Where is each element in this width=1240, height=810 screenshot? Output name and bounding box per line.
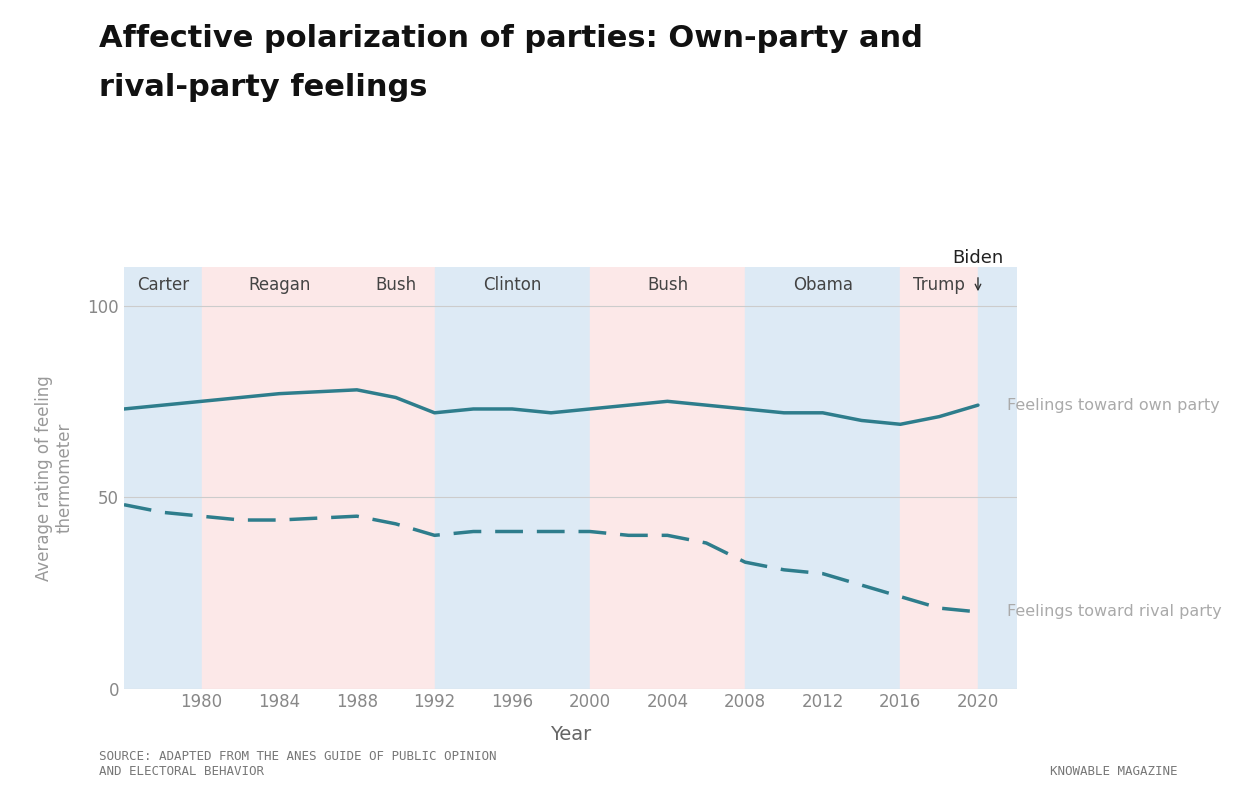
Text: Clinton: Clinton [484, 276, 542, 294]
X-axis label: Year: Year [549, 725, 591, 744]
Y-axis label: Average rating of feeling
thermometer: Average rating of feeling thermometer [35, 375, 73, 581]
Text: Feelings toward own party: Feelings toward own party [1007, 398, 1220, 412]
Bar [745, 267, 900, 688]
Text: rival-party feelings: rival-party feelings [99, 73, 428, 102]
Text: Biden: Biden [952, 249, 1003, 267]
Text: Reagan: Reagan [248, 276, 310, 294]
Bar [434, 267, 590, 688]
Text: KNOWABLE MAGAZINE: KNOWABLE MAGAZINE [1050, 765, 1178, 778]
Bar [124, 267, 202, 688]
Text: Trump: Trump [913, 276, 965, 294]
Text: Affective polarization of parties: Own-party and: Affective polarization of parties: Own-p… [99, 24, 923, 53]
Text: SOURCE: ADAPTED FROM THE ANES GUIDE OF PUBLIC OPINION
AND ELECTORAL BEHAVIOR: SOURCE: ADAPTED FROM THE ANES GUIDE OF P… [99, 749, 497, 778]
Bar [357, 267, 434, 688]
Bar [978, 267, 1017, 688]
Text: Carter: Carter [136, 276, 188, 294]
Bar [590, 267, 745, 688]
Bar [900, 267, 978, 688]
Bar [202, 267, 357, 688]
Text: Bush: Bush [647, 276, 688, 294]
Text: Bush: Bush [376, 276, 417, 294]
Text: Obama: Obama [792, 276, 853, 294]
Text: Feelings toward rival party: Feelings toward rival party [1007, 604, 1221, 620]
